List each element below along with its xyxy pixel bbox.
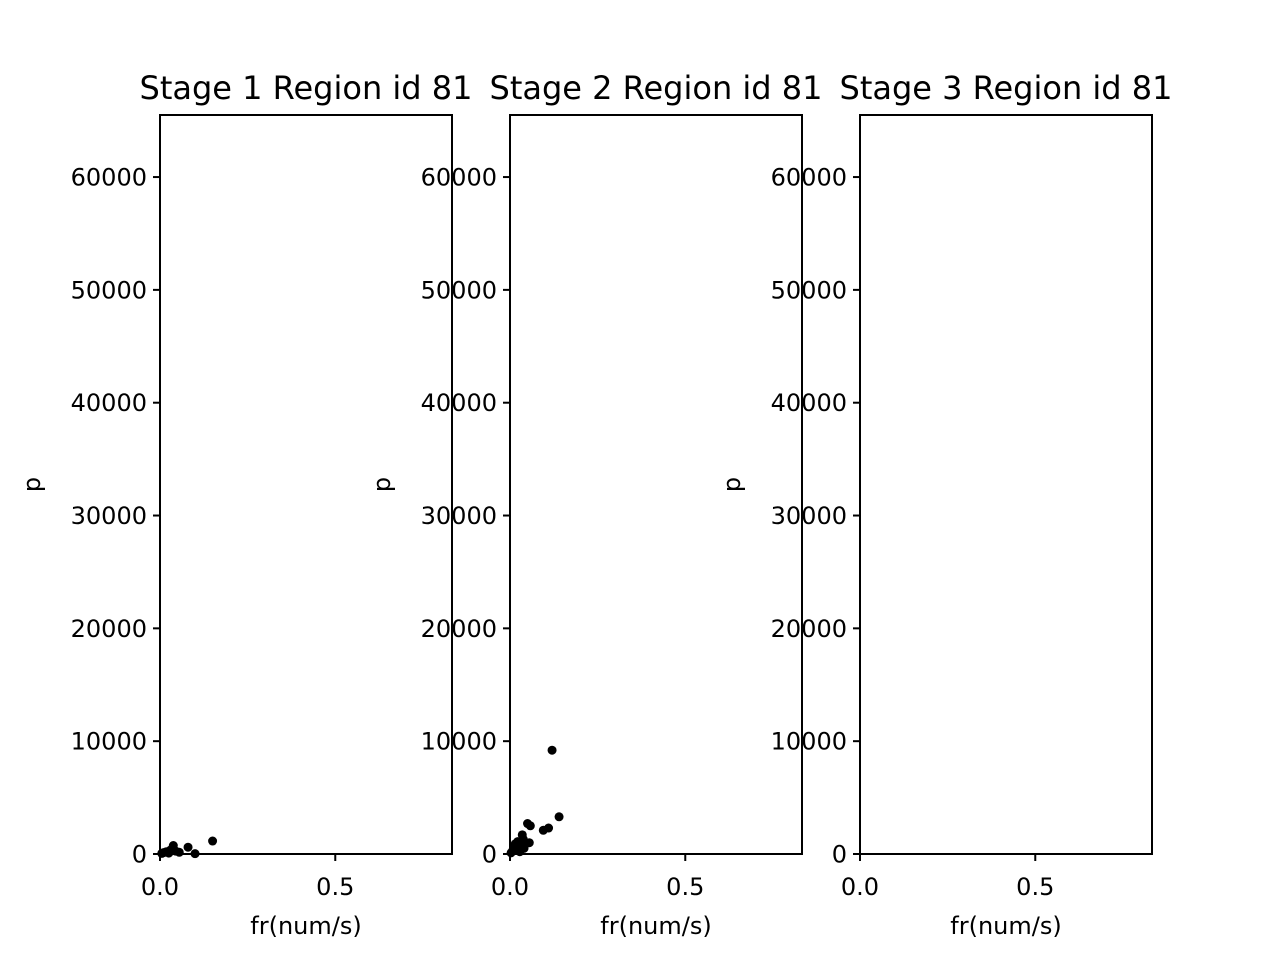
- y-tick-label: 20000: [771, 615, 847, 643]
- y-tick-label: 50000: [421, 276, 497, 304]
- subplot-title: Stage 3 Region id 81: [840, 69, 1173, 107]
- x-tick-label: 0.5: [1016, 873, 1054, 901]
- x-tick-label: 0.0: [141, 873, 179, 901]
- y-tick-label: 40000: [421, 389, 497, 417]
- y-tick-label: 10000: [421, 728, 497, 756]
- plot-frame: [509, 114, 803, 855]
- y-axis-label: p: [718, 477, 746, 492]
- y-tick-label: 0: [132, 841, 147, 869]
- y-tick-label: 50000: [771, 276, 847, 304]
- data-point: [554, 812, 564, 822]
- y-tick-label: 0: [832, 841, 847, 869]
- x-tick-label: 0.0: [491, 873, 529, 901]
- y-tick-label: 10000: [771, 728, 847, 756]
- y-tick-label: 20000: [71, 615, 147, 643]
- y-tick-label: 50000: [71, 276, 147, 304]
- data-point: [208, 836, 218, 846]
- subplot-title: Stage 1 Region id 81: [140, 69, 473, 107]
- plot-frame: [859, 114, 1153, 855]
- y-tick-label: 60000: [771, 164, 847, 192]
- x-tick-label: 0.0: [841, 873, 879, 901]
- plot-frame: [159, 114, 453, 855]
- data-point: [544, 823, 554, 833]
- data-point: [183, 842, 193, 852]
- y-tick-label: 40000: [771, 389, 847, 417]
- y-tick-label: 30000: [421, 502, 497, 530]
- y-tick-label: 60000: [71, 164, 147, 192]
- y-tick-label: 20000: [421, 615, 497, 643]
- data-point: [525, 821, 535, 831]
- y-tick-label: 30000: [71, 502, 147, 530]
- y-tick-label: 10000: [71, 728, 147, 756]
- subplot-title: Stage 2 Region id 81: [490, 69, 823, 107]
- y-tick-label: 60000: [421, 164, 497, 192]
- subplot-2: Stage 2 Region id 81 0 10000 20000 30000 4000…: [368, 69, 822, 940]
- data-point: [524, 838, 534, 848]
- data-point: [547, 745, 557, 755]
- subplot-3: Stage 3 Region id 81 0 10000 20000 30000 4000…: [718, 69, 1172, 940]
- y-tick-label: 30000: [771, 502, 847, 530]
- x-axis-label: fr(num/s): [250, 912, 361, 940]
- y-axis-label: p: [368, 477, 396, 492]
- y-tick-label: 40000: [71, 389, 147, 417]
- y-tick-label: 0: [482, 841, 497, 869]
- x-tick-label: 0.5: [666, 873, 704, 901]
- x-axis-label: fr(num/s): [600, 912, 711, 940]
- y-axis-label: p: [18, 477, 46, 492]
- subplot-1: Stage 1 Region id 81 0 10000 20000 30000 4000…: [18, 69, 472, 940]
- data-point: [174, 847, 184, 857]
- x-tick-label: 0.5: [316, 873, 354, 901]
- x-axis-label: fr(num/s): [950, 912, 1061, 940]
